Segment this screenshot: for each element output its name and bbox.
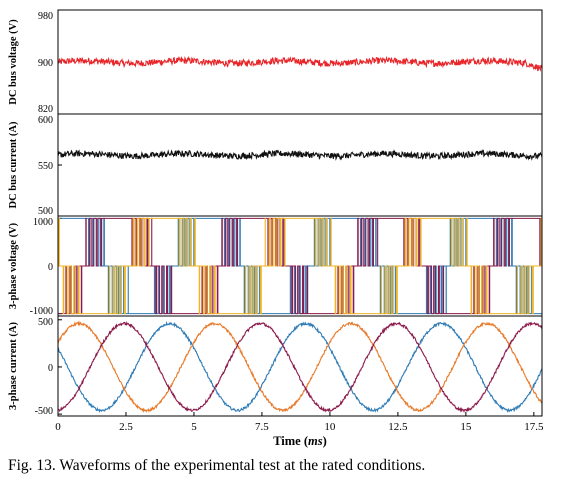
- y-tick-label: 600: [38, 115, 53, 126]
- y-axis-label: DC bus voltage (V): [8, 19, 19, 105]
- x-tick-label: 15: [460, 421, 472, 433]
- x-tick-label: 10: [324, 421, 336, 433]
- y-tick-label: -1000: [30, 306, 53, 317]
- y-axis-label: DC bus current (A): [8, 121, 19, 209]
- panel-three-phase-voltage: -1000 0 1000 3-phase voltage (V): [8, 216, 542, 317]
- x-axis: 0 2.5 5 7.5 10 12.5 15 17.5 Time (ms): [55, 412, 544, 448]
- y-tick-label: 0: [48, 262, 53, 273]
- panel-dc-bus-voltage: 820 900 980 DC bus voltage (V): [8, 10, 542, 115]
- y-axis-label: 3-phase voltage (V): [8, 222, 19, 309]
- dc-voltage-trace: [58, 58, 542, 71]
- panel-frame: [58, 316, 542, 416]
- y-tick-label: 0: [48, 363, 53, 374]
- dc-current-trace: [58, 151, 542, 159]
- x-tick-label: 12.5: [388, 421, 408, 433]
- x-tick-label: 2.5: [119, 421, 133, 433]
- x-tick-label: 7.5: [255, 421, 269, 433]
- y-tick-label: 500: [38, 206, 53, 217]
- panels: 820 900 980 DC bus voltage (V) 500 550 600 DC b…: [8, 10, 542, 417]
- panel-dc-bus-current: 500 550 600 DC bus current (A): [8, 114, 542, 217]
- x-tick-label: 5: [191, 421, 197, 433]
- panel-three-phase-current: -500 0 500 3-phase current (A): [8, 316, 542, 417]
- phase-b-current-trace: [58, 322, 542, 411]
- y-tick-label: 500: [38, 317, 53, 328]
- x-tick-label: 17.5: [524, 421, 544, 433]
- figure-caption: Fig. 13. Waveforms of the experimental t…: [8, 457, 568, 475]
- y-tick-label: 900: [38, 58, 53, 69]
- y-tick-label: 550: [38, 161, 53, 172]
- x-axis-label: Time (ms): [273, 434, 327, 448]
- y-tick-label: 980: [38, 11, 53, 22]
- y-tick-label: 820: [38, 104, 53, 115]
- panel-frame: [58, 114, 542, 216]
- y-axis-label: 3-phase current (A): [8, 322, 19, 410]
- y-tick-label: 1000: [33, 217, 53, 228]
- x-tick-label: 0: [55, 421, 61, 433]
- y-tick-label: -500: [35, 406, 53, 417]
